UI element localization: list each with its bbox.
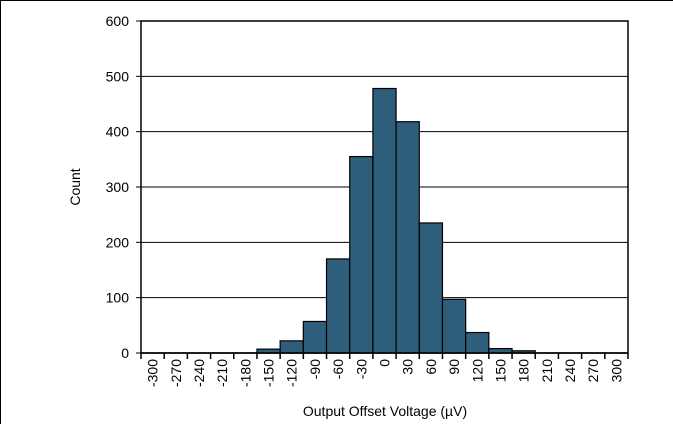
x-tick-label: -240 bbox=[191, 359, 207, 387]
y-axis-title: Count bbox=[67, 168, 83, 205]
bar bbox=[279, 340, 304, 354]
y-tick-label: 200 bbox=[106, 234, 130, 250]
bar bbox=[325, 258, 351, 354]
x-tick-label: 300 bbox=[608, 359, 624, 383]
x-tick-label: 0 bbox=[377, 359, 393, 367]
y-tick-label: 0 bbox=[121, 345, 129, 361]
x-tick-label: 210 bbox=[539, 359, 555, 383]
x-axis-title: Output Offset Voltage (µV) bbox=[303, 403, 467, 419]
x-tick-label: -60 bbox=[330, 359, 346, 379]
y-tick-label: 300 bbox=[106, 179, 130, 195]
bar bbox=[395, 121, 420, 354]
x-tick-label: -150 bbox=[261, 359, 277, 387]
y-tick-label: 100 bbox=[106, 290, 130, 306]
x-tick-label: -120 bbox=[284, 359, 300, 387]
y-tick-label: 400 bbox=[106, 124, 130, 140]
x-tick-label: 240 bbox=[562, 359, 578, 383]
bar bbox=[418, 222, 444, 354]
y-tick-label: 500 bbox=[106, 68, 130, 84]
x-tick-label: -210 bbox=[214, 359, 230, 387]
y-tick-label: 600 bbox=[106, 13, 130, 29]
bar bbox=[441, 298, 467, 354]
bar bbox=[302, 320, 328, 354]
x-tick-label: -30 bbox=[353, 359, 369, 379]
x-tick-label: 90 bbox=[446, 359, 462, 375]
x-tick-label: -90 bbox=[307, 359, 323, 379]
x-tick-label: -270 bbox=[168, 359, 184, 387]
x-tick-label: -180 bbox=[237, 359, 253, 387]
bar bbox=[372, 87, 397, 354]
x-tick-label: 150 bbox=[492, 359, 508, 383]
x-tick-label: 60 bbox=[423, 359, 439, 375]
x-tick-label: 180 bbox=[516, 359, 532, 383]
x-tick-label: 120 bbox=[469, 359, 485, 383]
x-tick-label: -300 bbox=[145, 359, 161, 387]
x-tick-label: 30 bbox=[400, 359, 416, 375]
bar bbox=[465, 331, 490, 354]
x-tick-label: 270 bbox=[585, 359, 601, 383]
bar bbox=[349, 155, 374, 354]
